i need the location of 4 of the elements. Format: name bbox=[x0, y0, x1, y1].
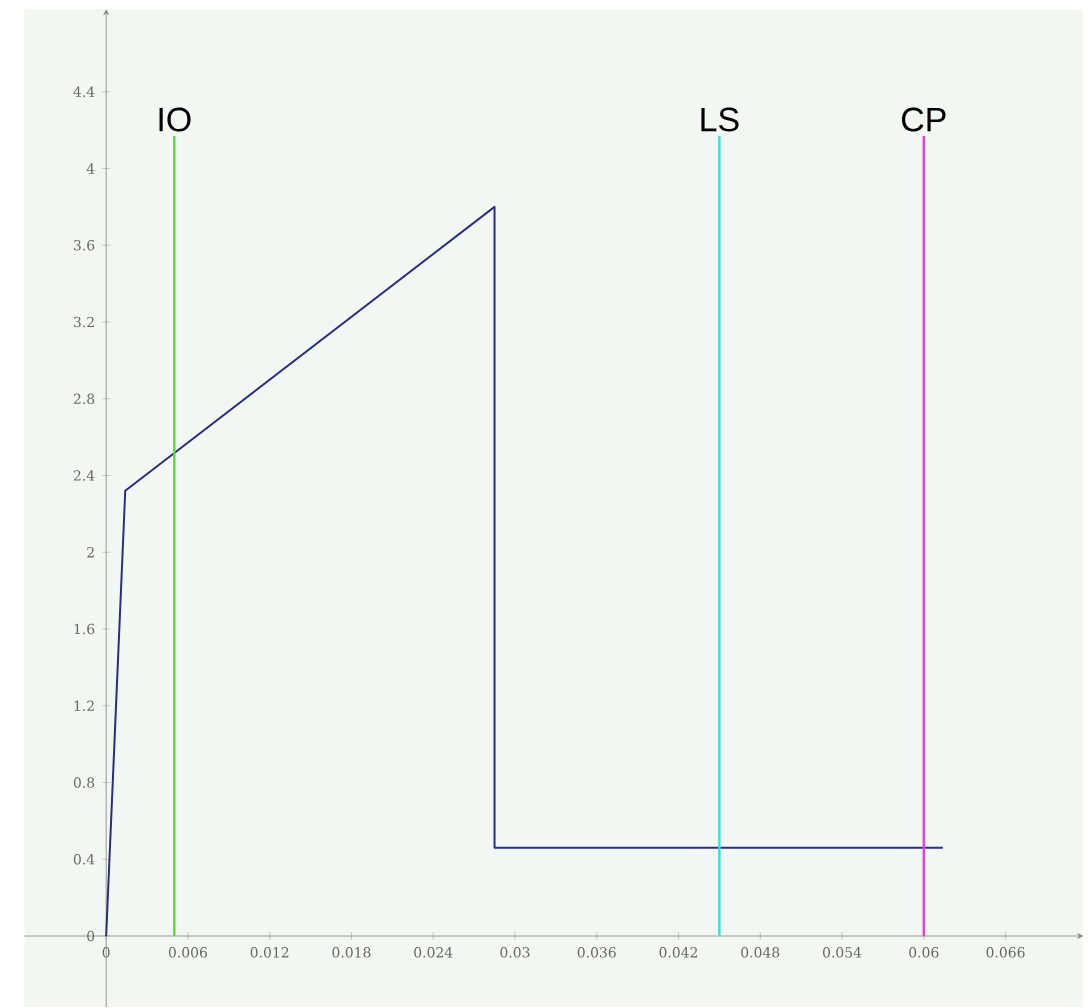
ref-line-label: LS bbox=[701, 107, 739, 132]
ref-line-label: CP bbox=[901, 107, 946, 132]
ref-line-label: IO bbox=[159, 107, 191, 132]
line-series bbox=[105, 205, 944, 937]
